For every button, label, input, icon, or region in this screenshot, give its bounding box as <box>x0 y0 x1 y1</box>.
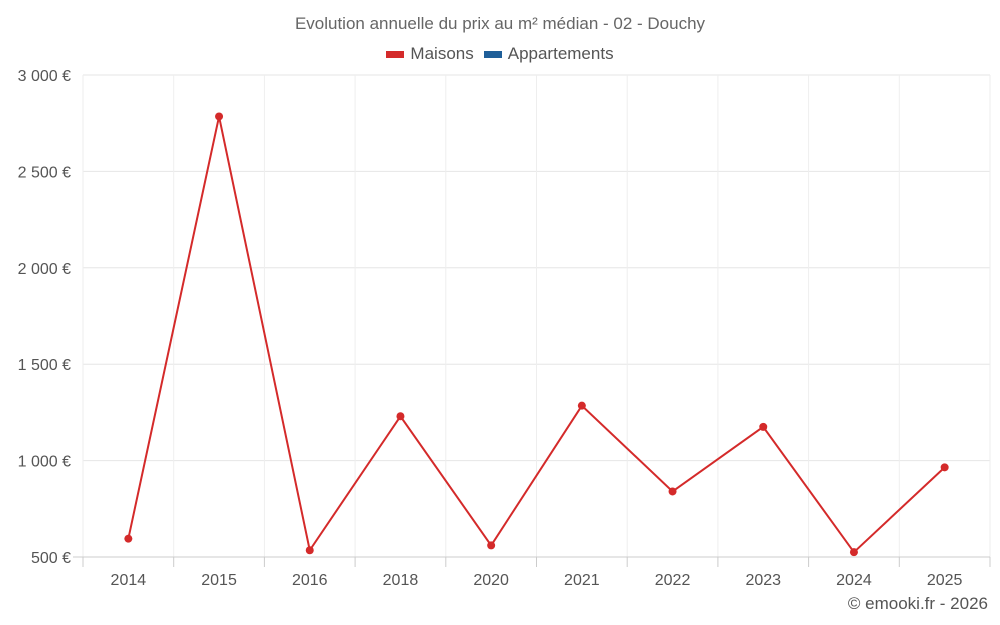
data-point[interactable] <box>577 401 586 410</box>
y-tick-label: 3 000 € <box>18 68 71 85</box>
x-tick-label: 2014 <box>111 572 147 589</box>
data-point[interactable] <box>759 422 768 431</box>
x-tick-label: 2022 <box>655 572 691 589</box>
series-maisons <box>124 112 949 557</box>
y-tick-label: 500 € <box>31 550 71 567</box>
data-point[interactable] <box>215 112 224 121</box>
legend-swatch-appartements <box>483 50 502 58</box>
axes: 500 € 1 000 € 1 500 € 2 000 € 2 500 € 3 000 €… <box>18 68 991 589</box>
data-point[interactable] <box>305 546 314 555</box>
x-tick-label: 2015 <box>201 572 237 589</box>
x-tick-label: 2024 <box>836 572 872 589</box>
x-tick-label: 2025 <box>927 572 963 589</box>
chart-title: Evolution annuelle du prix au m² médian … <box>294 14 706 33</box>
x-tick-label: 2018 <box>383 572 419 589</box>
x-tick-label: 2016 <box>292 572 328 589</box>
y-tick-label: 2 500 € <box>18 164 71 181</box>
data-point[interactable] <box>124 534 133 543</box>
legend-label-maisons: Maisons <box>410 44 474 63</box>
legend-item-appartements[interactable]: Appartements <box>483 44 614 64</box>
legend-item-maisons[interactable]: Maisons <box>386 44 474 64</box>
x-tick-label: 2020 <box>473 572 509 589</box>
grid-lines <box>82 74 991 558</box>
data-point[interactable] <box>487 541 496 550</box>
x-tick-label: 2023 <box>745 572 781 589</box>
credit-text: © emooki.fr - 2026 <box>847 594 988 613</box>
y-tick-label: 1 000 € <box>18 454 71 471</box>
legend-swatch-maisons <box>386 50 405 58</box>
data-point[interactable] <box>849 548 858 557</box>
series-line <box>127 116 946 554</box>
data-point[interactable] <box>668 487 677 496</box>
y-tick-label: 1 500 € <box>18 357 71 374</box>
y-tick-label: 2 000 € <box>18 261 71 278</box>
data-point[interactable] <box>940 463 949 472</box>
x-tick-label: 2021 <box>564 572 600 589</box>
legend-label-appartements: Appartements <box>507 44 614 63</box>
data-point[interactable] <box>396 412 405 421</box>
chart-legend: Maisons Appartements <box>0 44 1000 64</box>
